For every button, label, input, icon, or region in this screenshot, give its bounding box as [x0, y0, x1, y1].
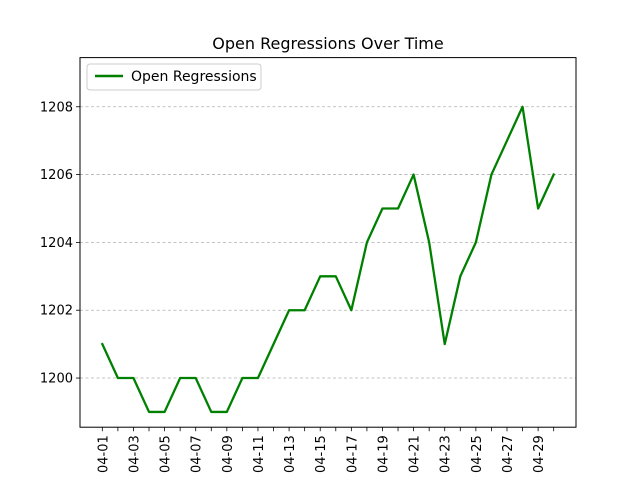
x-tick-label: 04-19 [376, 435, 391, 473]
x-tick-label: 04-05 [159, 435, 174, 473]
x-tick-label: 04-21 [408, 435, 423, 473]
x-tick-label: 04-11 [252, 435, 267, 473]
x-tick-label: 04-27 [501, 435, 516, 473]
x-tick-label: 04-13 [283, 435, 298, 473]
x-tick-label: 04-25 [470, 435, 485, 473]
y-tick-label: 1204 [40, 236, 73, 251]
x-tick-label: 04-07 [190, 435, 205, 473]
x-tick-label: 04-23 [439, 435, 454, 473]
y-tick-label: 1202 [40, 304, 73, 319]
x-tick-label: 04-03 [127, 435, 142, 473]
legend-label: Open Regressions [131, 69, 257, 85]
x-tick-label: 04-15 [314, 435, 329, 473]
x-tick-label: 04-17 [345, 435, 360, 473]
x-tick-label: 04-09 [221, 435, 236, 473]
chart-title: Open Regressions Over Time [212, 34, 443, 53]
x-tick-label: 04-01 [96, 435, 111, 473]
legend: Open Regressions [87, 64, 261, 90]
x-tick-label: 04-29 [532, 435, 547, 473]
y-tick-label: 1206 [40, 168, 73, 183]
y-tick-label: 1200 [40, 372, 73, 387]
y-tick-label: 1208 [40, 100, 73, 115]
